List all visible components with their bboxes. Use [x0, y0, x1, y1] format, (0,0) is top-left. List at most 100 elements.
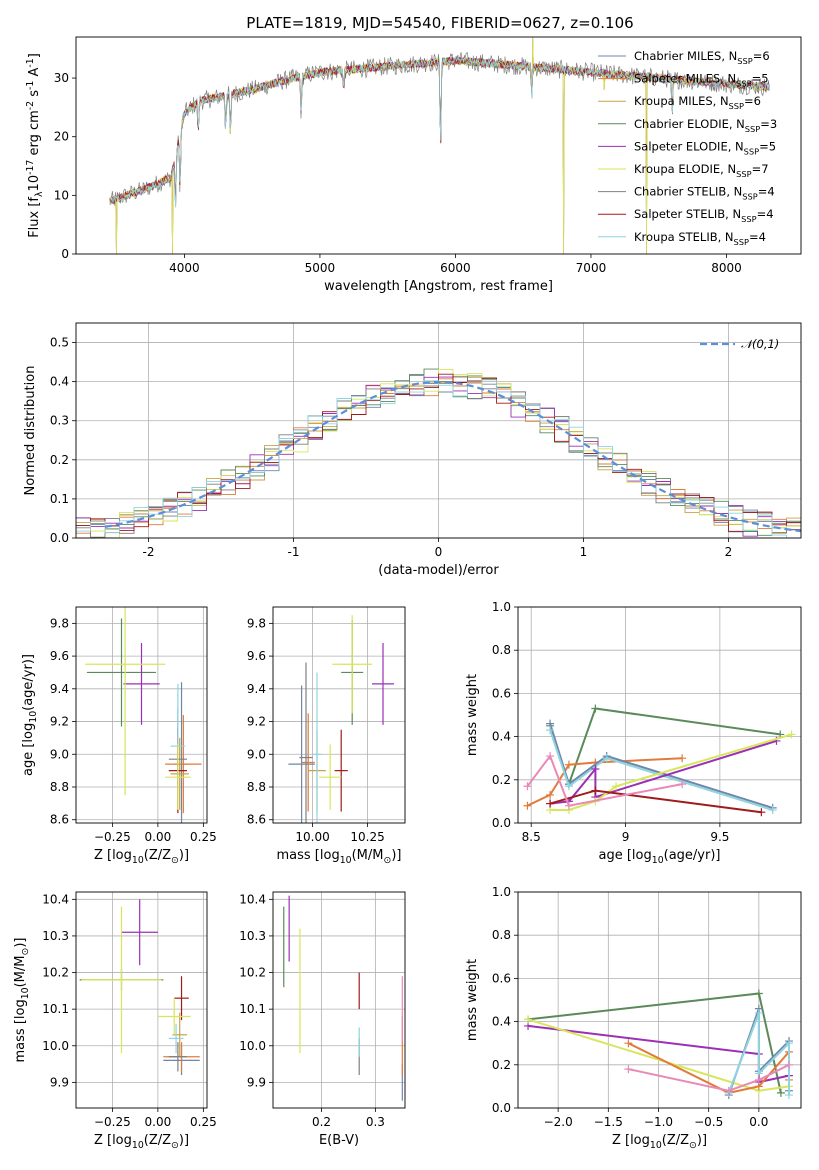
y-tick-label: 0.1	[50, 492, 69, 506]
mass-weight-marker	[678, 754, 687, 763]
plot-area	[109, 37, 770, 254]
x-tick-label: 7000	[576, 261, 607, 275]
y-axis-label: Flux [fλ10-17 erg cm-2 s-1 A-1]	[25, 53, 45, 238]
plot-area	[523, 704, 796, 817]
x-tick-label: 1	[580, 545, 588, 559]
x-tick-label: 0.25	[190, 1115, 217, 1129]
x-tick-label: 0.2	[312, 1115, 331, 1129]
x-tick-label: −1.0	[644, 1115, 673, 1129]
y-axis-label: mass weight	[465, 959, 480, 1041]
plot-area	[79, 899, 200, 1076]
mass-weight-marker	[784, 1060, 793, 1069]
y-tick-label: 30	[54, 71, 69, 85]
x-tick-label: −0.25	[94, 830, 131, 844]
x-tick-label: 0	[435, 545, 443, 559]
y-tick-label: 0.2	[492, 1058, 511, 1072]
y-tick-label: 0.5	[50, 336, 69, 350]
plot-area	[524, 989, 793, 1100]
mass-weight-marker	[784, 1091, 793, 1100]
mass-weight-line	[549, 723, 773, 809]
mass-weight-marker	[624, 1039, 633, 1048]
x-tick-label: 0.0	[749, 1115, 768, 1129]
x-tick-label: 8000	[711, 261, 742, 275]
legend-label: Salpeter MILES, NSSP=5	[634, 72, 769, 89]
x-tick-label: 10.25	[350, 830, 384, 844]
y-tick-label: 9.2	[247, 715, 266, 729]
axes-frame	[517, 891, 802, 1109]
x-axis-label: Z [log10(Z/Z⊙)]	[94, 1133, 189, 1151]
y-tick-label: 10.0	[42, 1039, 69, 1053]
mass-weight-line	[549, 729, 773, 811]
panel-spectrum: 4000 5000 6000 7000 8000 0 10 20 30 wavelength [A…	[25, 36, 802, 294]
panel-mass_vs_EBV: 0.2 0.3 9.9 10.0 10.1 10.2 10.3 10.4 E(B-V)	[239, 891, 406, 1148]
x-axis-label: Z [log10(Z/Z⊙)]	[94, 848, 189, 866]
mass-weight-marker	[784, 1039, 793, 1048]
x-tick-label: 9.5	[710, 830, 729, 844]
plot-area	[288, 615, 394, 823]
mass-weight-marker	[678, 780, 687, 789]
plot-area	[85, 607, 202, 823]
mass-weight-marker	[602, 754, 611, 763]
panel-age_vs_mass: 10.00 10.25 8.6 8.8 9.0 9.2 9.4 9.6 9.8 mass [log…	[247, 606, 406, 866]
panel-mass_weight_vs_Z: −2.0 −1.5 −1.0 −0.5 0.0 0.0 0.2 0.4 0.6 0.8 1.0 Z […	[465, 885, 802, 1151]
axes-frame	[272, 606, 406, 824]
y-tick-label: 0.4	[492, 1015, 511, 1029]
x-tick-label: 0.25	[190, 830, 217, 844]
mass-weight-marker	[546, 726, 555, 735]
mass-weight-marker	[776, 1088, 785, 1097]
y-tick-label: 9.0	[50, 747, 69, 761]
mass-weight-marker	[591, 786, 600, 795]
y-tick-label: 9.8	[247, 616, 266, 630]
mass-weight-marker	[546, 790, 555, 799]
y-tick-label: 0.4	[492, 730, 511, 744]
x-tick-label: 10.00	[295, 830, 329, 844]
x-tick-label: 6000	[440, 261, 471, 275]
mass-weight-line	[628, 1063, 790, 1092]
x-tick-label: 0.00	[145, 1115, 172, 1129]
legend-label: Salpeter ELODIE, NSSP=5	[634, 139, 776, 156]
x-tick-label: 2	[725, 545, 733, 559]
y-tick-label: 0	[61, 247, 69, 261]
y-tick-label: 9.4	[247, 682, 266, 696]
mass-weight-marker	[757, 808, 766, 817]
mass-weight-marker	[612, 782, 621, 791]
x-tick-label: −0.25	[94, 1115, 131, 1129]
x-tick-label: 4000	[169, 261, 200, 275]
mass-weight-marker	[591, 704, 600, 713]
mass-weight-marker	[524, 1015, 533, 1024]
mass-weight-marker	[523, 782, 532, 791]
panel-residual_histogram: -2 -1 0 1 2 0.0 0.1 0.2 0.3 0.4 0.5 (data-model)/er…	[23, 322, 802, 578]
y-tick-label: 9.9	[50, 1075, 69, 1089]
x-tick-label: 0.00	[145, 830, 172, 844]
y-tick-label: 0.0	[50, 531, 69, 545]
mass-weight-line	[527, 992, 782, 1094]
y-axis-label: mass [log10(M/M⊙)]	[13, 938, 31, 1063]
legend-label: Chabrier ELODIE, NSSP=3	[634, 117, 777, 134]
x-axis-label: (data-model)/error	[378, 563, 499, 578]
x-tick-label: −0.5	[694, 1115, 723, 1129]
mass-weight-marker	[546, 752, 555, 761]
y-tick-label: 10.1	[42, 1002, 69, 1016]
axes-frame	[75, 891, 208, 1109]
y-tick-label: 0.8	[492, 643, 511, 657]
y-tick-label: 1.0	[492, 600, 511, 614]
legend-label: Chabrier MILES, NSSP=6	[634, 49, 770, 66]
y-tick-label: 9.6	[50, 649, 69, 663]
y-tick-label: 8.6	[50, 813, 69, 827]
x-tick-label: 5000	[305, 261, 336, 275]
figure-title: PLATE=1819, MJD=54540, FIBERID=0627, z=0…	[246, 14, 633, 32]
panel-age_vs_Z: −0.25 0.00 0.25 8.6 8.8 9.0 9.2 9.4 9.6 9.8 Z [log…	[21, 606, 217, 866]
y-tick-label: 0.2	[492, 773, 511, 787]
plot-area	[76, 368, 801, 538]
y-tick-label: 0.6	[492, 971, 511, 985]
normal-curve	[104, 380, 801, 533]
y-tick-label: 10.4	[42, 892, 69, 906]
mass-weight-line	[526, 753, 683, 807]
panel-mass_weight_vs_age: 8.5 9 9.5 0.0 0.2 0.4 0.6 0.8 1.0 age [log10(age/…	[465, 600, 802, 866]
x-tick-label: 0.3	[366, 1115, 385, 1129]
y-tick-label: 10.3	[42, 929, 69, 943]
mass-weight-marker	[546, 799, 555, 808]
x-axis-label: E(B-V)	[319, 1133, 359, 1148]
y-axis-label: mass weight	[465, 674, 480, 756]
mass-weight-marker	[754, 1075, 763, 1084]
